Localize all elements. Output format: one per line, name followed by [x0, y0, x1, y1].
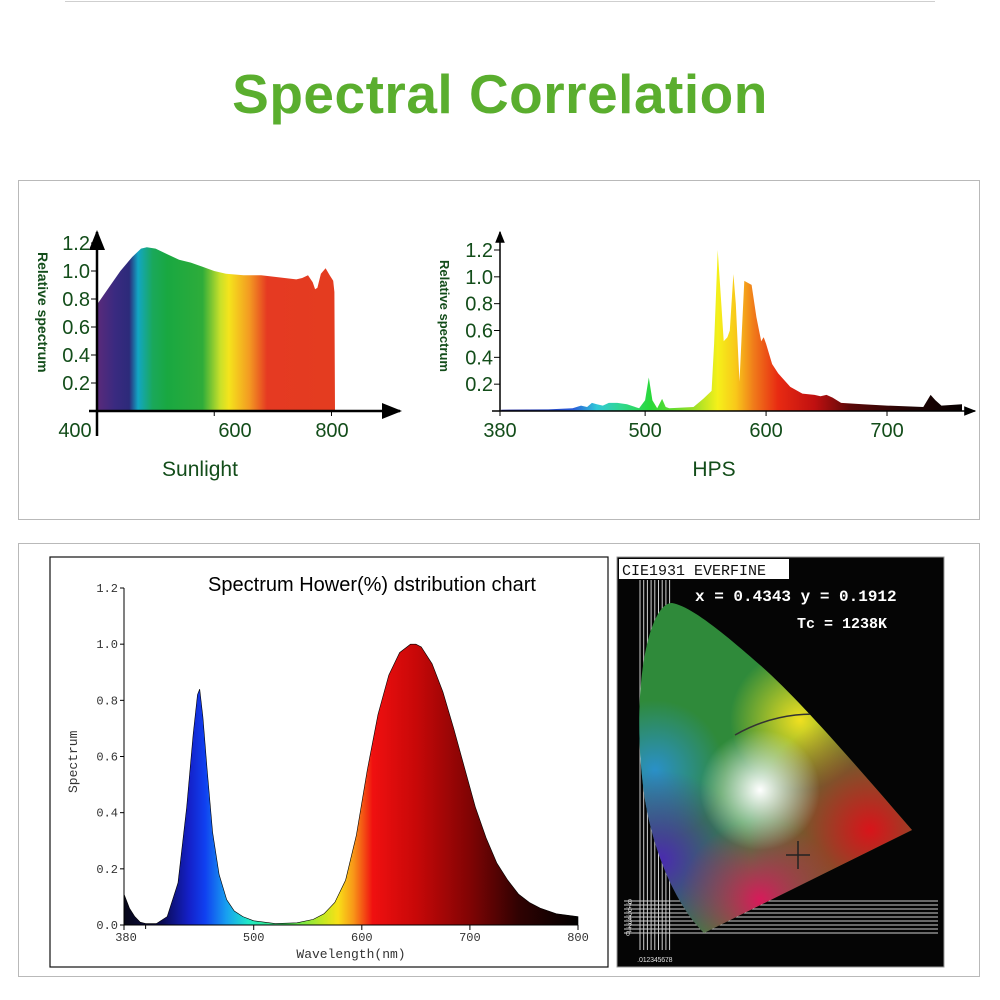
cie-x-tick-label: .7 — [663, 957, 669, 964]
y-tick-label: 0.4 — [62, 345, 90, 367]
cie-x-tick-label: .0 — [637, 957, 643, 964]
x-tick-label: 800 — [315, 420, 348, 442]
x-tick-label: 500 — [243, 931, 265, 945]
y-tick-label: 0.4 — [465, 347, 493, 369]
page-title: Spectral Correlation — [232, 63, 768, 125]
y-tick-label: 0.6 — [465, 321, 493, 343]
cie-x-tick-label: .8 — [667, 957, 673, 964]
y-tick-label: 0.6 — [96, 751, 118, 765]
cie-x-tick-label: .3 — [648, 957, 654, 964]
sunlight-ylabel: Relative spectrum — [35, 252, 51, 373]
x-tick-label: 380 — [115, 931, 137, 945]
y-tick-label: 0.2 — [62, 373, 90, 395]
y-tick-label: 0.8 — [62, 289, 90, 311]
cie-y-tick-label: 0 — [626, 931, 630, 938]
cie-x-tick-label: .5 — [656, 957, 662, 964]
x-tick-label: 380 — [483, 420, 516, 442]
cie-header-box — [619, 559, 789, 579]
x-tick-label: 700 — [459, 931, 481, 945]
sunlight-spectrum-area — [97, 247, 335, 411]
cie-x-tick-label: .2 — [644, 957, 650, 964]
cie-y-tick-label: .5 — [626, 911, 632, 918]
cie-y-tick-label: .1 — [626, 927, 632, 934]
hps-chart: 0.2 0.4 0.6 0.8 1.0 1.2 380 500 600 700 — [465, 230, 977, 442]
cie-header: CIE1931 EVERFINE — [622, 563, 766, 580]
hps-title: HPS — [692, 458, 735, 481]
x-tick-label: 400 — [58, 420, 91, 442]
x-tick-label: 600 — [218, 420, 251, 442]
cie-y-tick-label: .6 — [626, 907, 632, 914]
led-spectrum-chart: 0.0 0.2 0.4 0.6 0.8 1.0 1.2 380 500 600 700 800 — [96, 582, 588, 945]
cie-color-temperature: Tc = 1238K — [797, 616, 887, 633]
x-tick-label: 600 — [351, 931, 373, 945]
cie-coordinates: x = 0.4343 y = 0.1912 — [695, 588, 897, 606]
x-tick-label: 800 — [567, 931, 589, 945]
cie-x-tick-label: .1 — [641, 957, 647, 964]
y-tick-label: 0.6 — [62, 317, 90, 339]
hps-ylabel: Relative spectrum — [437, 260, 452, 372]
led-ylabel: Spectrum — [66, 730, 81, 793]
x-tick-label: 500 — [628, 420, 661, 442]
cie-y-tick-label: .7 — [626, 903, 632, 910]
y-tick-label: 0.8 — [465, 294, 493, 316]
led-chart-title: Spectrum Hower(%) dstribution chart — [208, 574, 536, 596]
hps-spectrum-area — [501, 250, 962, 411]
y-tick-label: 1.0 — [465, 267, 493, 289]
y-tick-label: 1.2 — [62, 233, 90, 255]
cie-y-tick-label: .2 — [626, 923, 632, 930]
y-tick-label: 0.0 — [96, 919, 118, 933]
y-tick-label: 0.8 — [96, 694, 118, 708]
led-xlabel: Wavelength(nm) — [296, 947, 405, 962]
sunlight-chart: 0.2 0.4 0.6 0.8 1.0 1.2 400 600 800 — [58, 230, 402, 442]
x-tick-label: 600 — [749, 420, 782, 442]
top-divider — [65, 1, 935, 2]
y-tick-label: 1.0 — [62, 261, 90, 283]
x-tick-label: 700 — [870, 420, 903, 442]
cie-y-tick-label: .8 — [626, 899, 632, 906]
cie1931-diagram: .0.1.2.3.4.5.6.7.80.1.2.3.4.5.6.7.8 CIE1… — [616, 556, 945, 968]
y-tick-label: 0.2 — [96, 863, 118, 877]
cie-x-tick-label: .6 — [659, 957, 665, 964]
sunlight-title: Sunlight — [162, 458, 238, 481]
cie-y-tick-label: .3 — [626, 919, 632, 926]
y-tick-label: 1.0 — [96, 638, 118, 652]
cie-x-tick-label: .4 — [652, 957, 658, 964]
y-tick-label: 1.2 — [465, 240, 493, 262]
cie-y-tick-label: .4 — [626, 915, 632, 922]
led-spectrum-area — [123, 643, 579, 926]
y-tick-label: 0.2 — [465, 374, 493, 396]
y-tick-label: 0.4 — [96, 807, 118, 821]
y-tick-label: 1.2 — [96, 582, 118, 596]
chromaticity-point-marker — [786, 841, 810, 869]
